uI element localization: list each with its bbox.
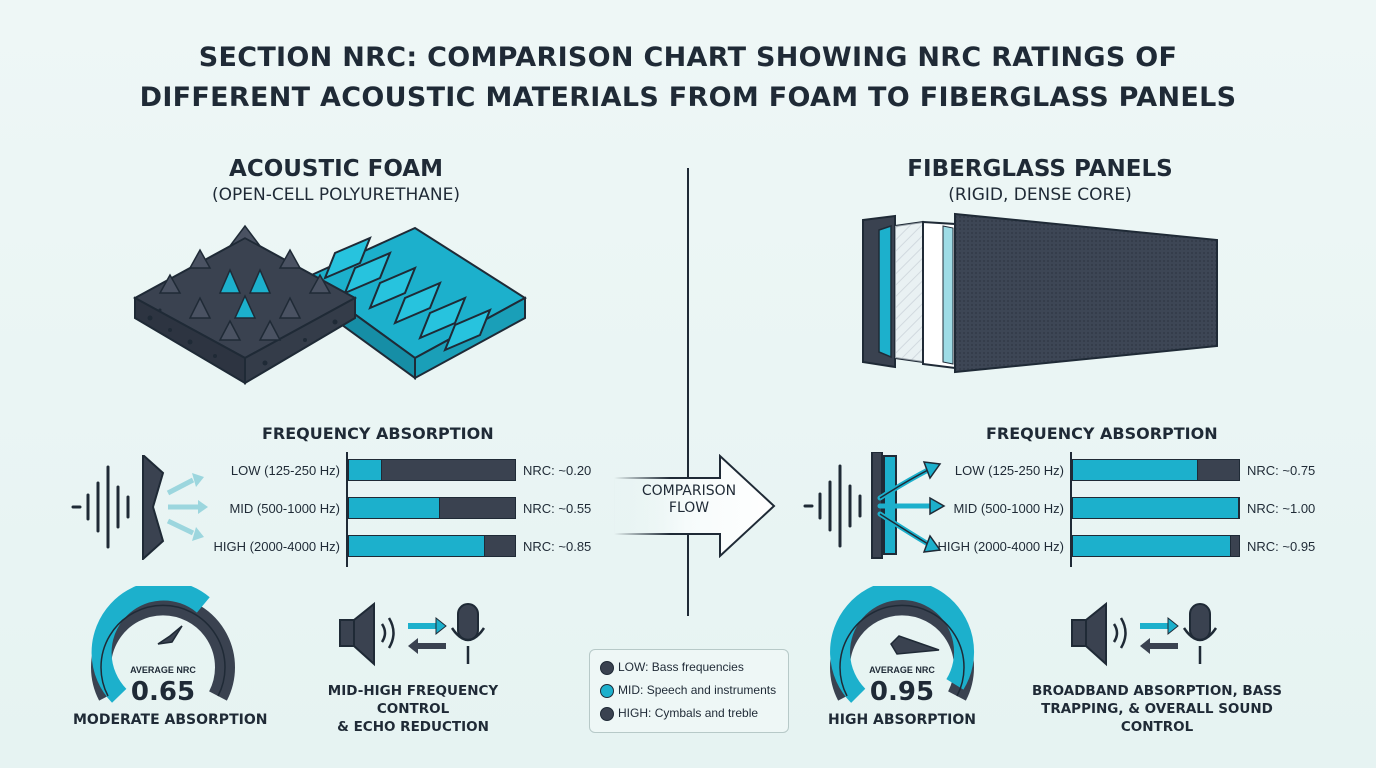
fiberglass-speaker-mic-icon <box>1071 601 1218 667</box>
foam-nrc-mid: NRC: ~0.55 <box>523 501 592 516</box>
fiberglass-gauge-needle-icon <box>890 635 940 655</box>
foam-row-low-label: LOW (125-250 Hz) <box>230 463 340 478</box>
legend-high-text: Cymbals and treble <box>654 706 759 720</box>
fiberglass-bar-high <box>1072 535 1240 557</box>
fiberglass-bar-high-fill <box>1073 536 1231 556</box>
legend-item-low: LOW: Bass frequencies <box>600 660 744 675</box>
fiberglass-use-caption-line-2: TRAPPING, & OVERALL SOUND CONTROL <box>1041 701 1273 735</box>
comparison-flow-label: COMPARISON FLOW <box>626 483 752 517</box>
fiberglass-row-mid-label: MID (500-1000 Hz) <box>953 501 1064 516</box>
legend-high-swatch <box>600 706 614 721</box>
fiberglass-gauge-descriptor: HIGH ABSORPTION <box>828 712 976 728</box>
foam-use-caption: MID-HIGH FREQUENCY CONTROL & ECHO REDUCT… <box>300 682 526 736</box>
fiberglass-name: FIBERGLASS PANELS <box>907 156 1173 182</box>
fiberglass-row-high-label: HIGH (2000-4000 Hz) <box>937 539 1064 554</box>
fiberglass-gauge-label: AVERAGE NRC <box>869 665 935 675</box>
foam-use-caption-line-2: & ECHO REDUCTION <box>337 719 489 735</box>
foam-gauge-value: 0.65 <box>130 677 196 707</box>
foam-name: ACOUSTIC FOAM <box>229 156 443 182</box>
comparison-flow-arrow-icon <box>613 454 776 558</box>
foam-absorption-heading: FREQUENCY ABSORPTION <box>262 424 494 443</box>
foam-row-mid-label: MID (500-1000 Hz) <box>229 501 340 516</box>
fiberglass-sound-wave-icon <box>803 452 946 559</box>
title-line-1: SECTION NRC: COMPARISON CHART SHOWING NR… <box>198 42 1178 73</box>
foam-gauge-needle-icon <box>157 625 183 645</box>
foam-bar-high <box>348 535 516 557</box>
foam-panels-illustration <box>132 224 527 385</box>
foam-bar-low <box>348 459 516 481</box>
foam-sound-wave-icon <box>71 455 208 560</box>
fiberglass-bar-axis <box>1070 452 1072 567</box>
foam-nrc-high: NRC: ~0.85 <box>523 539 592 554</box>
fiberglass-gauge-value: 0.95 <box>869 677 935 707</box>
legend-high-key: HIGH: <box>618 706 652 720</box>
legend-low-swatch <box>600 660 614 675</box>
foam-subtitle: (OPEN-CELL POLYURETHANE) <box>212 185 460 205</box>
foam-row-high-label: HIGH (2000-4000 Hz) <box>213 539 340 554</box>
legend-item-mid: MID: Speech and instruments <box>600 683 776 698</box>
page-title: SECTION NRC: COMPARISON CHART SHOWING NR… <box>0 38 1376 118</box>
foam-use-caption-line-1: MID-HIGH FREQUENCY CONTROL <box>327 683 499 717</box>
fiberglass-title: FIBERGLASS PANELS (RIGID, DENSE CORE) <box>900 155 1180 207</box>
legend-item-high: HIGH: Cymbals and treble <box>600 706 758 721</box>
center-divider <box>687 168 689 616</box>
foam-speaker-mic-icon <box>339 601 486 667</box>
fiberglass-bar-mid-fill <box>1073 498 1239 518</box>
foam-bar-axis <box>346 452 348 567</box>
foam-bar-mid-fill <box>349 498 441 518</box>
fiberglass-row-low-label: LOW (125-250 Hz) <box>954 463 1064 478</box>
foam-bar-low-fill <box>349 460 383 480</box>
fiberglass-bar-low <box>1072 459 1240 481</box>
legend-low-key: LOW: <box>618 660 649 674</box>
fiberglass-absorption-heading: FREQUENCY ABSORPTION <box>986 424 1218 443</box>
foam-bar-mid <box>348 497 516 519</box>
legend-mid-key: MID: <box>618 683 644 697</box>
fiberglass-subtitle: (RIGID, DENSE CORE) <box>948 185 1132 205</box>
legend-mid-swatch <box>600 683 614 698</box>
fiberglass-bar-low-fill <box>1073 460 1198 480</box>
foam-gauge-fill <box>91 586 210 703</box>
fiberglass-use-caption-line-1: BROADBAND ABSORPTION, BASS <box>1031 683 1283 699</box>
foam-title: ACOUSTIC FOAM (OPEN-CELL POLYURETHANE) <box>196 155 476 207</box>
fiberglass-gauge <box>830 586 975 703</box>
flow-line-1: COMPARISON <box>641 483 737 499</box>
fiberglass-nrc-low: NRC: ~0.75 <box>1247 463 1316 478</box>
fiberglass-use-caption: BROADBAND ABSORPTION, BASS TRAPPING, & O… <box>1020 682 1294 736</box>
fiberglass-panel-illustration <box>862 212 1218 374</box>
title-line-2: DIFFERENT ACOUSTIC MATERIALS FROM FOAM T… <box>139 82 1237 113</box>
legend-low-text: Bass frequencies <box>651 660 744 674</box>
legend-box: LOW: Bass frequencies MID: Speech and in… <box>589 649 789 733</box>
flow-line-2: FLOW <box>668 500 710 516</box>
legend-mid-text: Speech and instruments <box>646 683 777 697</box>
foam-gauge <box>91 586 235 703</box>
foam-nrc-low: NRC: ~0.20 <box>523 463 592 478</box>
foam-gauge-descriptor: MODERATE ABSORPTION <box>73 712 268 728</box>
fiberglass-nrc-high: NRC: ~0.95 <box>1247 539 1316 554</box>
fiberglass-nrc-mid: NRC: ~1.00 <box>1247 501 1316 516</box>
foam-bar-high-fill <box>349 536 486 556</box>
fiberglass-bar-mid <box>1072 497 1240 519</box>
foam-gauge-label: AVERAGE NRC <box>130 665 196 675</box>
